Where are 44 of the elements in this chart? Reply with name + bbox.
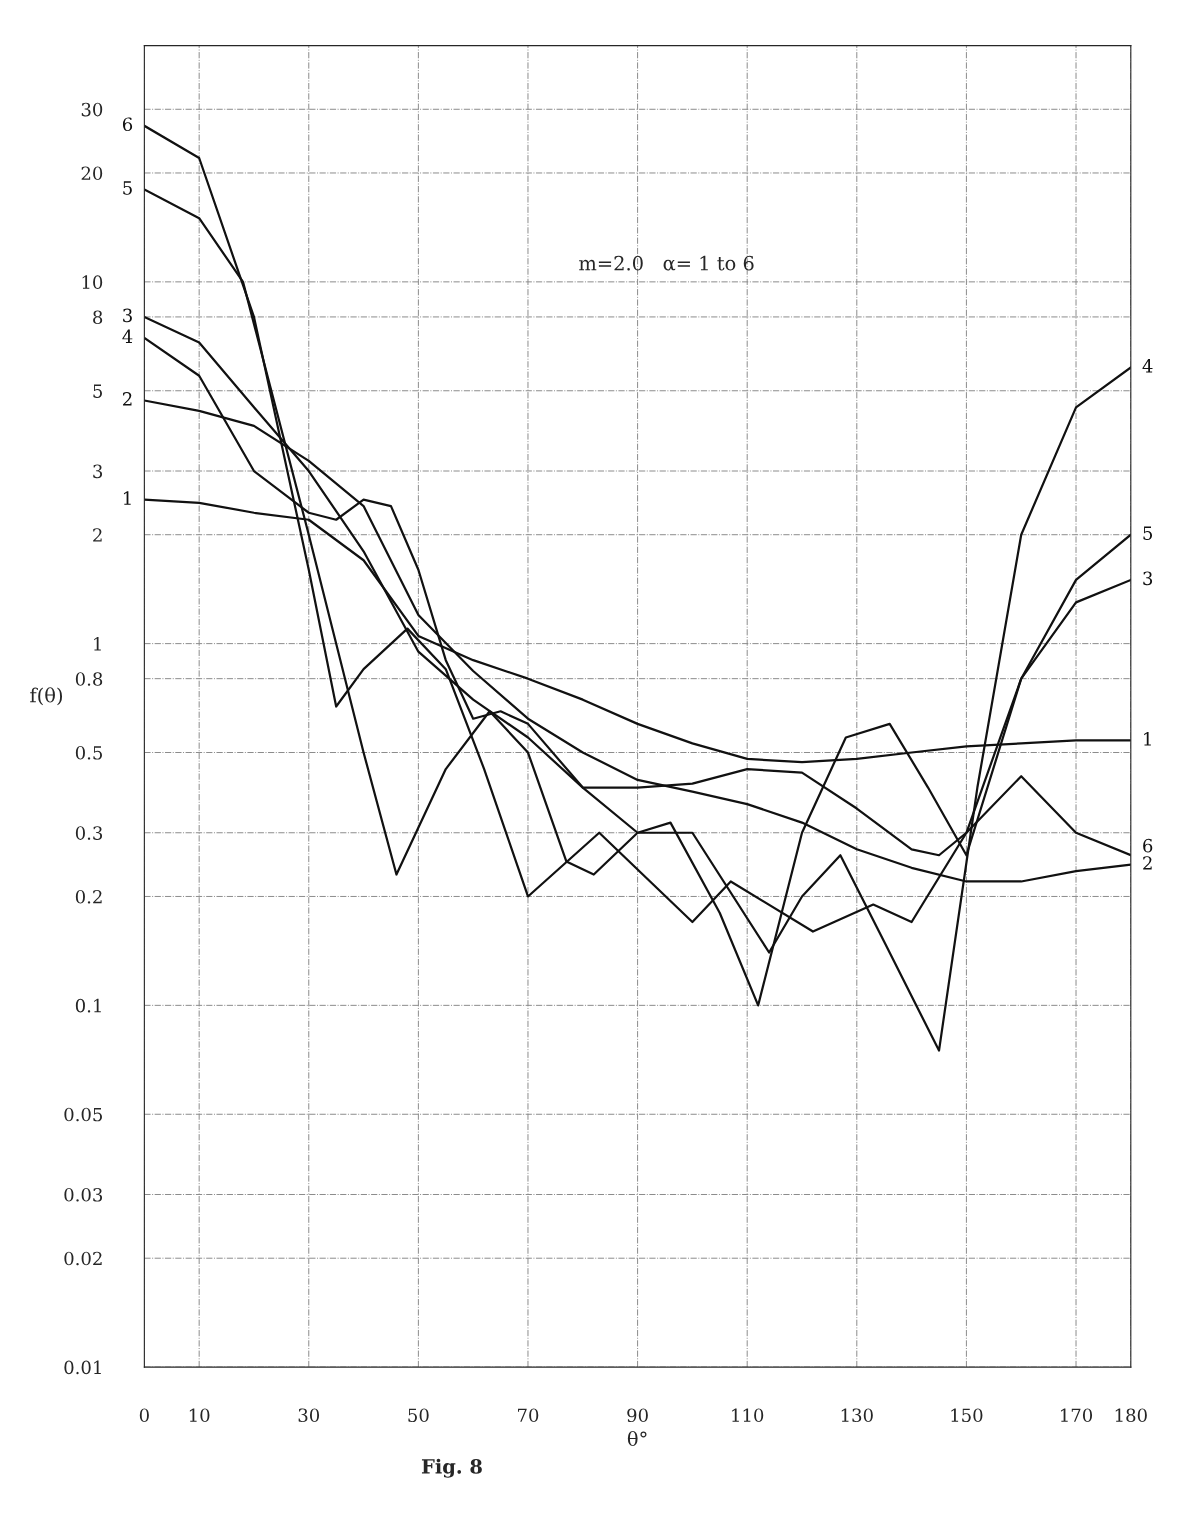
x-tick-label: 150 [951, 1408, 983, 1423]
y-tick-label: 0.05 [64, 1107, 102, 1122]
x-tick-label: 170 [1060, 1408, 1093, 1423]
text: 2 [122, 392, 132, 406]
caption: Fig. 8 [421, 1458, 482, 1478]
y-tick-label: 0.03 [64, 1187, 103, 1202]
x-tick-label: 70 [518, 1408, 539, 1423]
text: 1 [123, 491, 131, 505]
x-tick-label: 30 [298, 1408, 320, 1423]
y-tick-label: 0.3 [75, 826, 103, 840]
text: 4 [122, 329, 133, 343]
series-label: 5 [123, 181, 132, 195]
x-tick-label: 90 [627, 1408, 648, 1423]
y-tick-label: 0.02 [64, 1251, 102, 1266]
x-axis-title: θ° [627, 1430, 647, 1447]
y-tick-label: 10 [82, 275, 103, 289]
series-label: 2 [1143, 856, 1152, 870]
x-tick-label: 0 [139, 1408, 149, 1423]
y-tick-label: 30 [81, 102, 103, 117]
y-tick-label: 0.2 [75, 889, 102, 904]
y-tick-label: 20 [81, 166, 103, 181]
x-tick-label: 10 [189, 1408, 210, 1423]
text: 6 [1143, 838, 1153, 853]
series-label: 6 [122, 117, 133, 132]
y-tick-label: 1 [94, 637, 101, 651]
y-tick-label: 0.5 [75, 745, 102, 760]
series-label: 4 [1142, 359, 1153, 373]
y-tick-label: 2 [93, 528, 102, 542]
text: 3 [1143, 571, 1153, 586]
x-tick-label: 50 [408, 1408, 429, 1423]
y-axis-title: f(θ) [30, 687, 63, 706]
text: 5 [1143, 526, 1153, 540]
series-label: 1 [1144, 732, 1151, 746]
y-tick-label: 0.1 [75, 998, 101, 1013]
annotation: m=2.0 α= 1 to 6 [579, 255, 754, 271]
y-tick-label: 8 [93, 310, 103, 325]
y-tick-label: 3 [93, 464, 103, 479]
y-tick-label: 5 [93, 384, 102, 398]
x-tick-label: 130 [841, 1408, 873, 1423]
x-tick-label: 180 [1115, 1408, 1147, 1423]
y-tick-label: 0.8 [75, 672, 103, 686]
series-label: 3 [123, 308, 132, 323]
y-tick-label: 0.01 [64, 1360, 101, 1375]
x-tick-label: 110 [732, 1408, 764, 1423]
